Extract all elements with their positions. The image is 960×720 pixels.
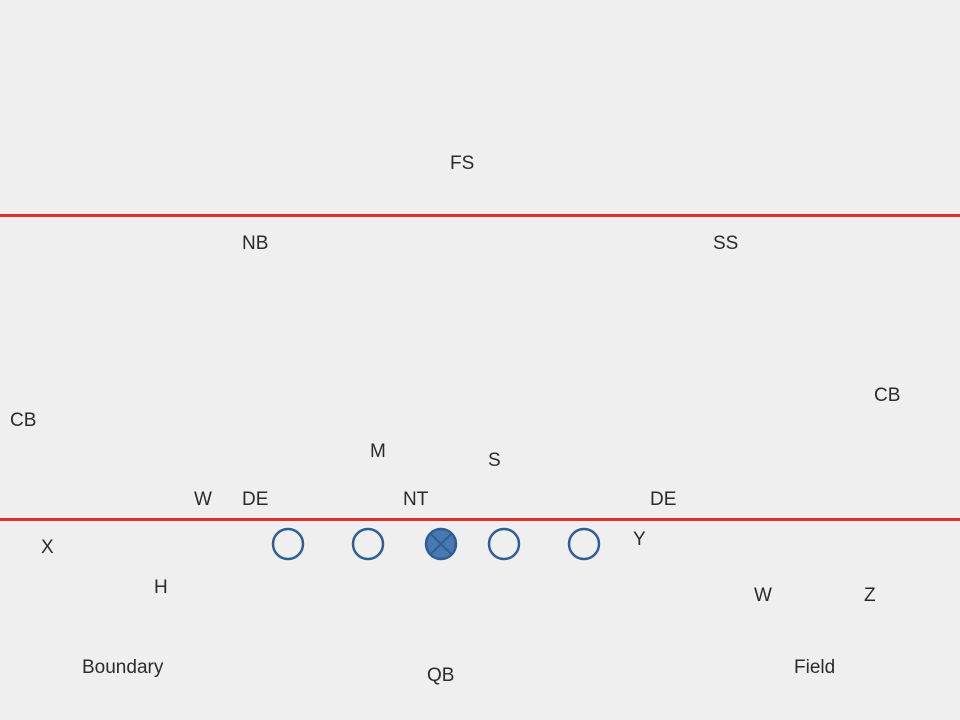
right-tackle-marker <box>567 527 601 561</box>
free-safety-label: FS <box>450 153 475 174</box>
y-receiver-label: Y <box>633 529 646 550</box>
defensive-end-left-label: DE <box>242 489 269 510</box>
deep-red-line <box>0 214 960 217</box>
w-receiver-label: W <box>754 585 772 606</box>
field-side-label: Field <box>794 657 836 678</box>
line-of-scrimmage <box>0 518 960 521</box>
boundary-side-label: Boundary <box>82 657 164 678</box>
strong-safety-label: SS <box>713 233 739 254</box>
left-guard-marker <box>351 527 385 561</box>
left-tackle-marker <box>271 527 305 561</box>
z-receiver-label: Z <box>864 585 876 606</box>
will-linebacker-label: W <box>194 489 212 510</box>
cornerback-right-label: CB <box>874 385 901 406</box>
h-back-label: H <box>154 577 168 598</box>
center-marker <box>424 527 458 561</box>
cornerback-left-label: CB <box>10 410 37 431</box>
nickel-back-label: NB <box>242 233 269 254</box>
nose-tackle-label: NT <box>403 489 429 510</box>
x-receiver-label: X <box>41 537 54 558</box>
defensive-end-right-label: DE <box>650 489 677 510</box>
quarterback-label: QB <box>427 665 455 686</box>
right-guard-marker <box>487 527 521 561</box>
mike-linebacker-label: M <box>370 441 386 462</box>
sam-linebacker-label: S <box>488 450 501 471</box>
